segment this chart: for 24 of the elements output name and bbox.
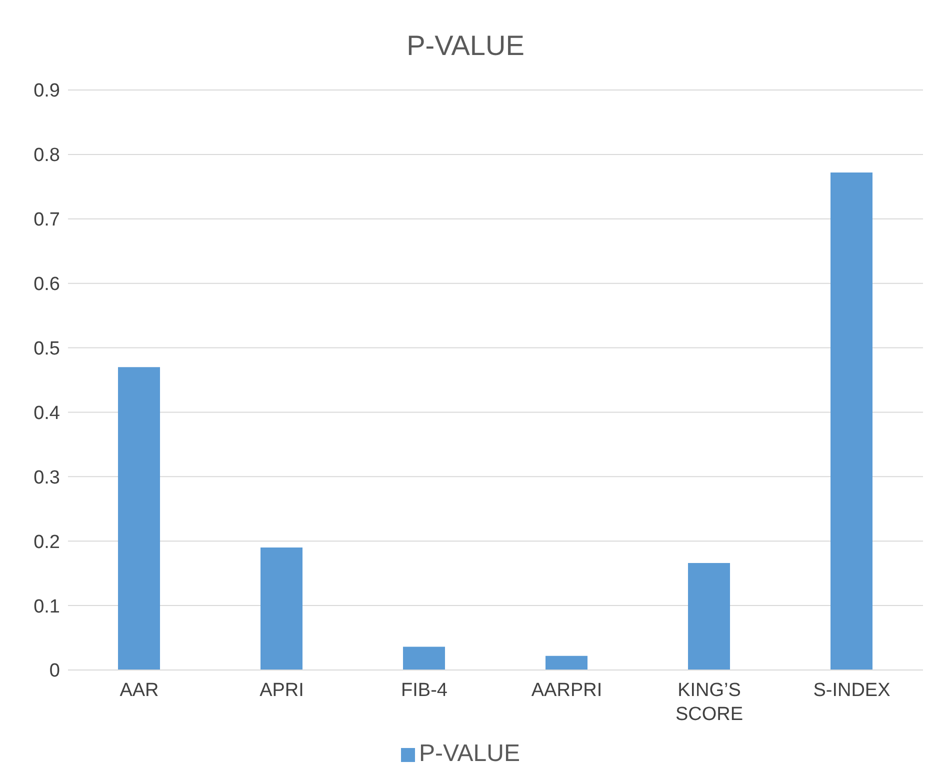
y-tick-label: 0.5 — [34, 338, 60, 360]
bar — [260, 548, 302, 670]
y-tick-label: 0.4 — [34, 402, 60, 424]
x-tick-label: KING’S SCORE — [675, 680, 744, 725]
y-tick-label: 0.3 — [34, 467, 60, 488]
x-tick-label: APRI — [260, 680, 304, 701]
y-tick-label: 0.6 — [34, 274, 60, 296]
x-tick-label: S-INDEX — [813, 680, 891, 701]
y-tick-label: 0.7 — [34, 210, 60, 231]
legend-label: P-VALUE — [419, 740, 520, 767]
bar — [403, 646, 445, 670]
y-tick-label: 0.9 — [34, 80, 60, 102]
chart-title: P-VALUE — [406, 29, 526, 63]
y-tick-label: 0.8 — [34, 145, 60, 166]
y-tick-label: 0.1 — [34, 596, 60, 618]
x-tick-label: FIB-4 — [401, 680, 448, 701]
bar — [830, 172, 872, 670]
y-tick-label: 0.2 — [34, 532, 60, 553]
bar — [118, 367, 160, 670]
x-tick-label: AAR — [120, 680, 159, 701]
bar — [546, 656, 588, 670]
bar — [688, 563, 730, 670]
y-tick-label: 0 — [49, 660, 60, 682]
x-tick-label: AARPRI — [531, 680, 602, 701]
